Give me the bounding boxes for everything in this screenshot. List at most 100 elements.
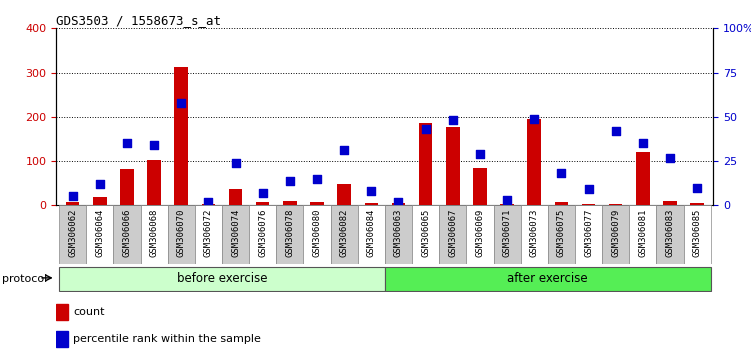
Bar — [500, 204, 514, 205]
Point — [148, 142, 160, 148]
Point — [284, 178, 296, 183]
Text: GSM306074: GSM306074 — [231, 208, 240, 257]
Bar — [520, 205, 547, 264]
Bar — [66, 202, 80, 205]
Text: percentile rank within the sample: percentile rank within the sample — [74, 334, 261, 344]
Bar — [276, 205, 303, 264]
Text: GSM306068: GSM306068 — [149, 208, 158, 257]
Point — [583, 187, 595, 192]
Bar — [120, 169, 134, 205]
Bar — [629, 205, 656, 264]
Text: GSM306077: GSM306077 — [584, 208, 593, 257]
Point — [94, 181, 106, 187]
Text: GSM306062: GSM306062 — [68, 208, 77, 257]
Bar — [554, 202, 569, 205]
Point — [338, 148, 350, 153]
Bar — [473, 168, 487, 205]
Text: GSM306070: GSM306070 — [176, 208, 185, 257]
Bar — [683, 205, 710, 264]
Bar — [86, 205, 113, 264]
Point — [257, 190, 269, 196]
Text: GSM306073: GSM306073 — [529, 208, 538, 257]
Bar — [283, 201, 297, 205]
Point — [637, 141, 649, 146]
Point — [447, 118, 459, 123]
Bar — [222, 205, 249, 264]
Bar — [249, 205, 276, 264]
Text: GSM306066: GSM306066 — [122, 208, 131, 257]
Bar — [690, 203, 704, 205]
Point — [664, 155, 676, 160]
Text: GDS3503 / 1558673_s_at: GDS3503 / 1558673_s_at — [56, 14, 222, 27]
Bar — [229, 188, 243, 205]
Text: GSM306079: GSM306079 — [611, 208, 620, 257]
Point — [556, 171, 568, 176]
Text: GSM306072: GSM306072 — [204, 208, 213, 257]
Text: GSM306063: GSM306063 — [394, 208, 403, 257]
Point — [311, 176, 323, 182]
Text: GSM306083: GSM306083 — [665, 208, 674, 257]
Bar — [582, 204, 596, 205]
Bar — [303, 205, 330, 264]
Point — [501, 197, 513, 203]
Bar — [392, 203, 406, 205]
Bar — [493, 205, 520, 264]
Bar — [167, 205, 195, 264]
Bar — [412, 205, 439, 264]
Bar — [547, 205, 575, 264]
Bar — [663, 201, 677, 205]
Bar — [330, 205, 357, 264]
Point — [230, 160, 242, 166]
Text: GSM306076: GSM306076 — [258, 208, 267, 257]
Bar — [56, 304, 68, 320]
Point — [175, 100, 187, 105]
Bar — [140, 205, 167, 264]
Bar — [357, 205, 385, 264]
Bar — [466, 205, 493, 264]
Bar — [256, 202, 270, 205]
Text: GSM306071: GSM306071 — [502, 208, 511, 257]
Bar — [419, 124, 433, 205]
Point — [121, 141, 133, 146]
Text: before exercise: before exercise — [176, 272, 267, 285]
Bar — [636, 152, 650, 205]
Bar — [147, 160, 161, 205]
Bar — [364, 203, 378, 205]
Bar — [113, 205, 140, 264]
Bar — [575, 205, 602, 264]
Bar — [439, 205, 466, 264]
Bar — [602, 205, 629, 264]
Bar — [609, 204, 623, 205]
Bar — [93, 198, 107, 205]
Text: GSM306069: GSM306069 — [475, 208, 484, 257]
Point — [528, 116, 540, 121]
Point — [610, 128, 622, 134]
FancyBboxPatch shape — [59, 267, 385, 291]
Text: GSM306075: GSM306075 — [557, 208, 566, 257]
Bar — [337, 184, 351, 205]
Text: protocol: protocol — [2, 274, 47, 284]
Text: count: count — [74, 307, 104, 317]
Text: GSM306065: GSM306065 — [421, 208, 430, 257]
Point — [202, 199, 214, 205]
Point — [393, 199, 405, 205]
Text: GSM306081: GSM306081 — [638, 208, 647, 257]
Bar — [446, 127, 460, 205]
Point — [420, 126, 432, 132]
Bar — [385, 205, 412, 264]
Text: after exercise: after exercise — [508, 272, 588, 285]
Bar — [174, 67, 188, 205]
Bar — [195, 205, 222, 264]
Text: GSM306085: GSM306085 — [692, 208, 701, 257]
Text: GSM306078: GSM306078 — [285, 208, 294, 257]
Point — [691, 185, 703, 190]
Text: GSM306080: GSM306080 — [312, 208, 321, 257]
Point — [474, 151, 486, 157]
Text: GSM306082: GSM306082 — [339, 208, 348, 257]
Bar — [56, 331, 68, 347]
Bar — [656, 205, 683, 264]
Text: GSM306064: GSM306064 — [95, 208, 104, 257]
Point — [365, 188, 377, 194]
Bar — [310, 202, 324, 205]
Bar — [201, 204, 216, 205]
